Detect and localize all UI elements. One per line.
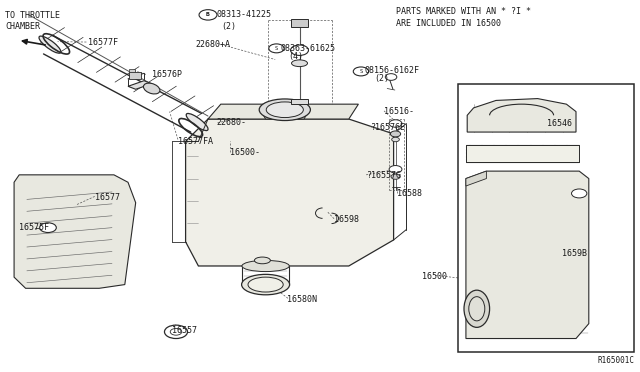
Text: 16577: 16577 xyxy=(95,193,120,202)
Text: 22680-: 22680- xyxy=(216,118,246,127)
Circle shape xyxy=(164,325,188,339)
Text: R165001C: R165001C xyxy=(598,356,635,365)
Ellipse shape xyxy=(292,60,308,67)
Text: 1659B: 1659B xyxy=(562,249,587,258)
Text: 16575F: 16575F xyxy=(19,223,49,232)
Circle shape xyxy=(389,120,402,127)
Polygon shape xyxy=(186,119,394,266)
Polygon shape xyxy=(466,145,579,162)
Text: PARTS MARKED WITH AN * ?I *
ARE INCLUDED IN 16500: PARTS MARKED WITH AN * ?I * ARE INCLUDED… xyxy=(396,7,531,28)
Ellipse shape xyxy=(39,36,61,53)
Polygon shape xyxy=(14,175,136,288)
Circle shape xyxy=(572,189,587,198)
Text: 16577FA: 16577FA xyxy=(178,137,213,146)
Text: S: S xyxy=(275,46,278,51)
Polygon shape xyxy=(128,81,152,89)
Circle shape xyxy=(390,131,401,137)
Text: 16580N: 16580N xyxy=(287,295,317,304)
Ellipse shape xyxy=(248,277,283,292)
Bar xyxy=(129,69,135,72)
Ellipse shape xyxy=(143,83,160,94)
Ellipse shape xyxy=(464,290,490,327)
Text: S: S xyxy=(359,69,363,74)
Circle shape xyxy=(353,67,369,76)
Circle shape xyxy=(385,74,397,80)
Ellipse shape xyxy=(266,102,303,118)
Ellipse shape xyxy=(468,297,485,321)
Text: 16576P: 16576P xyxy=(152,70,182,79)
Text: 16500-: 16500- xyxy=(230,148,260,157)
Circle shape xyxy=(40,223,56,232)
Bar xyxy=(291,19,308,27)
Circle shape xyxy=(291,45,308,55)
Circle shape xyxy=(170,328,182,335)
Ellipse shape xyxy=(241,275,289,295)
Text: 08313-41225: 08313-41225 xyxy=(216,10,271,19)
Text: (2): (2) xyxy=(374,74,388,83)
Polygon shape xyxy=(467,99,576,132)
Text: 16546: 16546 xyxy=(547,119,572,128)
Circle shape xyxy=(269,44,284,53)
Text: (4): (4) xyxy=(288,52,303,61)
Text: 16557: 16557 xyxy=(172,326,196,335)
Polygon shape xyxy=(466,171,486,186)
Text: ?16557G: ?16557G xyxy=(366,171,401,180)
Text: 16516-: 16516- xyxy=(384,107,414,116)
Polygon shape xyxy=(262,113,307,119)
Ellipse shape xyxy=(254,257,270,264)
Text: B: B xyxy=(206,12,210,17)
Ellipse shape xyxy=(186,113,208,131)
Text: TO THROTTLE
CHAMBER: TO THROTTLE CHAMBER xyxy=(5,11,60,31)
Text: 16577F: 16577F xyxy=(88,38,118,47)
Text: 16500: 16500 xyxy=(422,272,447,280)
Polygon shape xyxy=(466,171,589,339)
Text: (2): (2) xyxy=(221,22,236,31)
Text: 08363-61625: 08363-61625 xyxy=(280,44,335,53)
Text: 16588: 16588 xyxy=(397,189,422,198)
Bar xyxy=(129,72,141,79)
Text: ?16576E: ?16576E xyxy=(370,123,405,132)
Circle shape xyxy=(199,10,217,20)
Text: 08156-6162F: 08156-6162F xyxy=(365,66,420,75)
Circle shape xyxy=(392,137,399,142)
Ellipse shape xyxy=(259,99,310,121)
Ellipse shape xyxy=(242,260,289,272)
Bar xyxy=(291,99,308,104)
Text: 22680+A: 22680+A xyxy=(195,40,230,49)
Circle shape xyxy=(391,174,400,179)
Bar xyxy=(458,84,634,352)
Text: 16598: 16598 xyxy=(334,215,359,224)
Polygon shape xyxy=(208,104,358,119)
Circle shape xyxy=(389,166,402,173)
